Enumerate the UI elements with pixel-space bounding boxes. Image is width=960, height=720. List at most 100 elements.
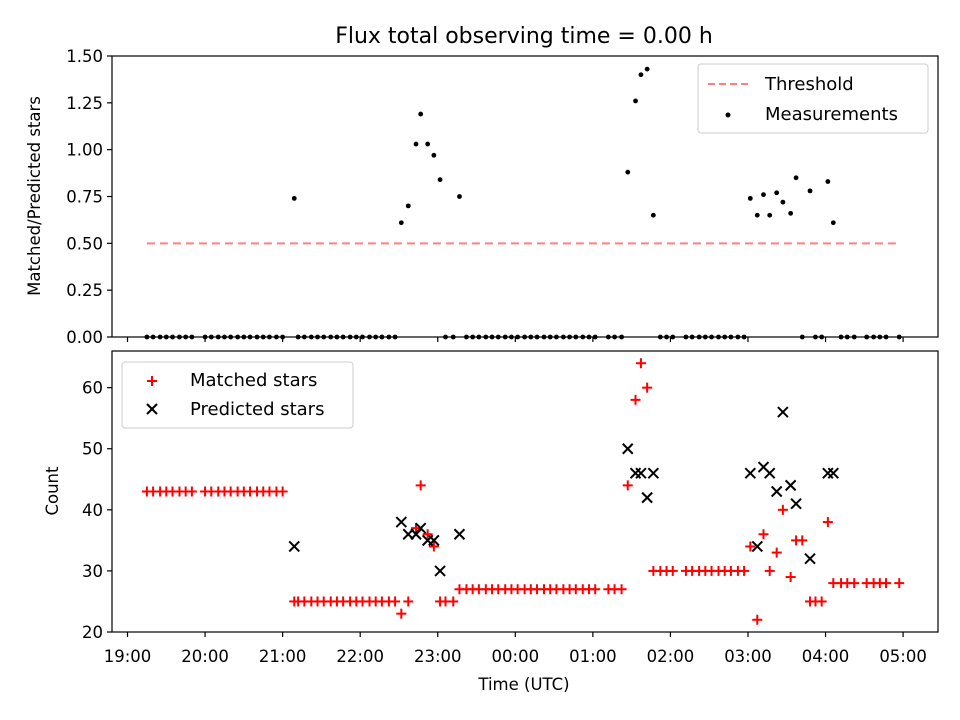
matched-star-point	[785, 572, 796, 583]
matched-star-point	[415, 480, 426, 491]
top-y-ticks: 0.00 0.25 0.50 0.75 1.00 1.25 1.50	[66, 47, 112, 347]
bottom-y-tick-label: 20	[82, 623, 103, 642]
measurement-point	[625, 169, 631, 175]
bottom-x-tick-label: 22:00	[336, 647, 384, 666]
measurement-point	[830, 220, 836, 226]
matched-star-point	[428, 541, 439, 552]
predicted-star-point	[770, 485, 783, 498]
predicted-star-point	[453, 528, 466, 540]
chart-title: Flux total observing time = 0.00 h	[335, 24, 713, 49]
measurement-point	[413, 141, 419, 147]
matched-star-point	[590, 584, 601, 595]
bottom-y-tick-label: 50	[82, 440, 103, 459]
top-y-tick-label: 0.25	[66, 281, 103, 300]
top-legend-box	[697, 63, 929, 134]
predicted-star-point	[288, 540, 300, 553]
top-y-tick-label: 1.50	[66, 47, 103, 66]
measurement-point	[780, 199, 786, 205]
matched-star-point	[277, 486, 288, 497]
predicted-star-point	[635, 467, 647, 479]
predicted-star-point	[777, 406, 789, 418]
predicted-star-point	[629, 467, 642, 479]
measurement-point	[767, 212, 773, 218]
bottom-y-tick-label: 40	[82, 501, 103, 520]
bottom-x-ticks: 19:00 20:00 21:00 22:00 23:00 00:00 01:00 02:00…	[104, 632, 927, 666]
matched-star-point	[622, 480, 633, 491]
matched-star-point	[771, 547, 782, 558]
legend-matched-label: Matched stars	[190, 370, 317, 391]
top-y-tick-label: 0.00	[66, 328, 103, 347]
top-y-tick-label: 0.50	[66, 234, 103, 253]
legend-matched-swatch	[147, 376, 157, 386]
flux-ratio-panel: Flux total observing time = 0.00 h Match…	[25, 24, 939, 347]
legend-predicted-swatch	[146, 403, 158, 415]
predicted-star-point	[428, 534, 440, 547]
count-points	[141, 358, 905, 625]
measurement-point	[398, 220, 404, 226]
measurement-point	[457, 194, 462, 199]
predicted-star-point	[647, 467, 660, 479]
measurement-point	[431, 152, 437, 158]
matched-star-point	[758, 529, 769, 540]
predicted-star-point	[827, 467, 840, 479]
matched-star-point	[739, 565, 750, 576]
predicted-star-point	[763, 467, 776, 479]
matched-star-point	[390, 596, 401, 607]
bottom-x-tick-label: 05:00	[879, 647, 927, 666]
bottom-x-tick-label: 01:00	[569, 647, 617, 666]
bottom-x-tick-label: 23:00	[414, 647, 462, 666]
bottom-x-tick-label: 19:00	[104, 647, 152, 666]
measurement-points	[144, 66, 902, 340]
top-y-tick-label: 1.25	[66, 94, 103, 113]
predicted-star-point	[784, 479, 797, 492]
bottom-x-tick-label: 02:00	[647, 647, 695, 666]
legend-threshold-label: Threshold	[764, 74, 854, 95]
matched-star-point	[616, 584, 627, 595]
matched-star-point	[881, 578, 892, 589]
matched-star-point	[396, 608, 407, 619]
matched-star-point	[797, 535, 808, 546]
measurement-point	[825, 179, 831, 184]
top-legend: Threshold Measurements	[697, 63, 929, 134]
matched-star-point	[849, 578, 860, 589]
predicted-star-point	[414, 522, 427, 534]
measurement-point	[638, 72, 644, 78]
matched-star-point	[667, 565, 678, 576]
measurement-point	[793, 175, 799, 181]
measurement-point	[807, 188, 813, 194]
measurement-point	[425, 141, 431, 147]
bottom-x-tick-label: 04:00	[802, 647, 850, 666]
bottom-legend: Matched stars Predicted stars	[121, 361, 354, 429]
bottom-legend-box	[121, 361, 354, 429]
matched-star-point	[752, 614, 763, 625]
matched-star-point	[764, 565, 775, 576]
top-y-tick-label: 0.75	[66, 188, 103, 207]
measurement-point	[405, 203, 411, 209]
measurement-point	[291, 195, 297, 201]
measurement-point	[650, 212, 656, 218]
legend-predicted-label: Predicted stars	[190, 399, 324, 420]
predicted-star-point	[751, 540, 763, 553]
matched-star-point	[642, 382, 653, 393]
top-y-axis-label: Matched/Predicted stars	[25, 96, 44, 296]
predicted-star-point	[641, 491, 653, 504]
bottom-y-tick-label: 60	[82, 379, 103, 398]
legend-measurements-label: Measurements	[765, 104, 898, 125]
top-x-ticks	[126, 337, 904, 342]
predicted-star-point	[395, 516, 408, 528]
predicted-star-point	[410, 528, 422, 540]
measurement-point	[761, 192, 766, 198]
matched-star-point	[186, 486, 197, 497]
measurement-point	[437, 177, 443, 183]
measurement-point	[633, 98, 638, 104]
bottom-x-tick-label: 03:00	[724, 647, 772, 666]
predicted-star-point	[622, 443, 634, 455]
measurement-point	[788, 210, 794, 216]
matched-star-point	[822, 517, 833, 528]
bottom-x-tick-label: 21:00	[259, 647, 307, 666]
x-axis-label: Time (UTC)	[477, 675, 569, 694]
top-y-tick-label: 1.00	[66, 141, 103, 160]
predicted-star-point	[744, 467, 757, 479]
measurement-point	[747, 195, 753, 201]
